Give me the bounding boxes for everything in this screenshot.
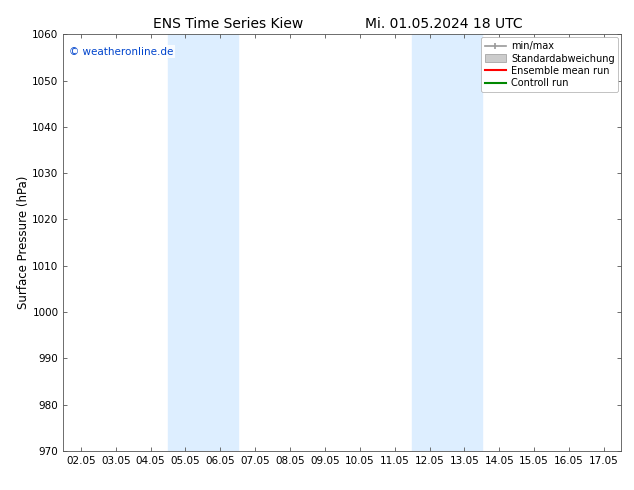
Legend: min/max, Standardabweichung, Ensemble mean run, Controll run: min/max, Standardabweichung, Ensemble me… bbox=[481, 37, 618, 92]
Text: © weatheronline.de: © weatheronline.de bbox=[69, 47, 173, 57]
Bar bbox=[168, 34, 238, 451]
Y-axis label: Surface Pressure (hPa): Surface Pressure (hPa) bbox=[16, 176, 30, 309]
Text: Mi. 01.05.2024 18 UTC: Mi. 01.05.2024 18 UTC bbox=[365, 17, 522, 31]
Bar bbox=[412, 34, 482, 451]
Text: ENS Time Series Kiew: ENS Time Series Kiew bbox=[153, 17, 303, 31]
